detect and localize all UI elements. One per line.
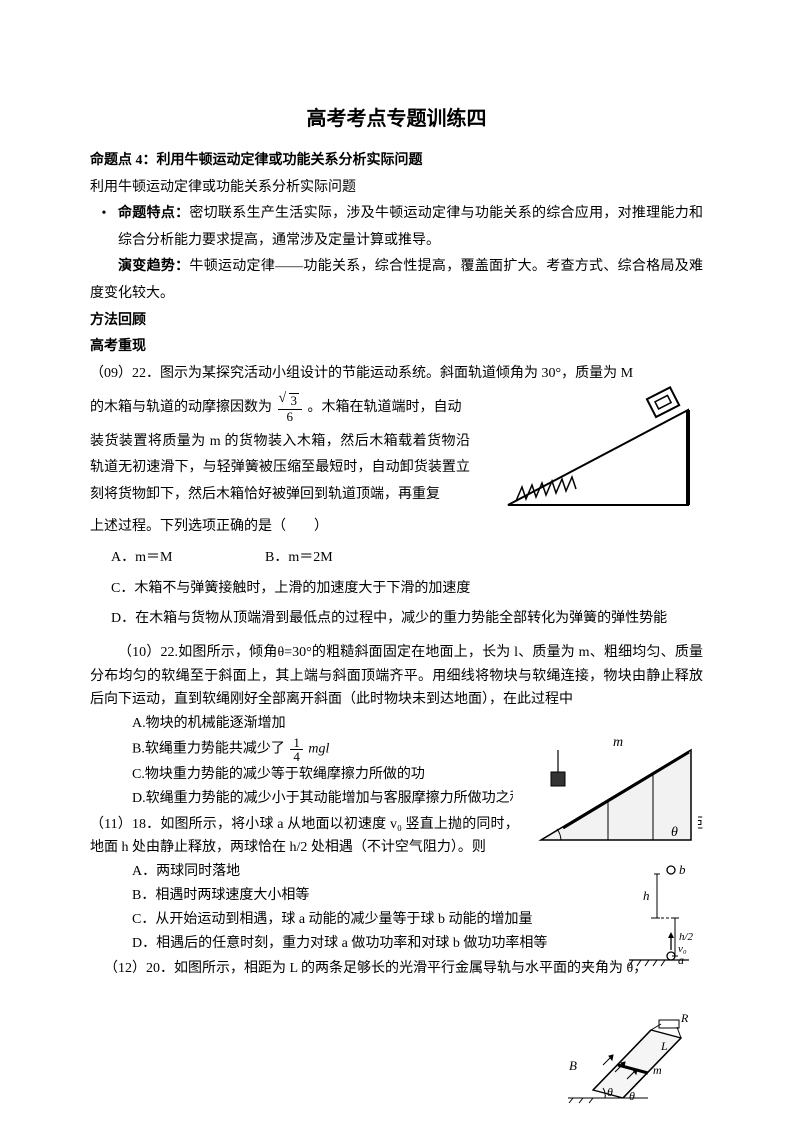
q09-lead-text: 图示为某探究活动小组设计的节能运动系统。斜面轨道倾角为 30°，质量为 M [160,366,633,381]
feature-body: 密切联系生产生活实际，涉及牛顿运动定律与功能关系的综合应用，对推理能力和综合分析… [118,206,703,248]
svg-text:m: m [653,1063,662,1077]
figure-incline-spring [498,375,698,515]
q09-frac-den: 6 [278,410,303,423]
q12-lead-text: 如图所示，相距为 L 的两条足够长的光滑平行金属导轨与水平面的夹角为 θ， [174,961,647,976]
q10-optC: C.物块重力势能的减少等于软绳摩擦力所做的功 [132,763,532,787]
topic-repeat: 利用牛顿运动定律或功能关系分析实际问题 [90,175,703,202]
svg-text:b: b [679,862,686,877]
q11-optC: C．从开始运动到相遇，球 a 动能的减少量等于球 b 动能的增加量 [132,908,632,932]
svg-text:B: B [569,1058,577,1073]
q10-optB-a: B.软绳重力势能共减少了 [132,742,285,757]
svg-text:θ: θ [607,1085,613,1099]
svg-text:m: m [613,735,623,750]
q10-optB-b: mgl [308,742,329,757]
svg-text:h/2: h/2 [679,931,693,943]
page-title: 高考考点专题训练四 [90,100,703,138]
q10-lead: （10）22.如图所示，倾角θ=30°的粗糙斜面固定在地面上，长为 l、质量为 … [90,641,703,712]
q09-p1b: 。木箱在轨道端时，自动 [308,400,462,415]
q10-optB-frac: 1 4 [290,736,303,763]
q11-lead-text: 如图所示，将小球 a 从地面以初速度 v₀ 竖直上抛的同时，将另一相同质量的小球… [90,817,703,856]
q09-optB: B．m＝2M [265,545,333,572]
svg-text:R: R [680,1011,689,1025]
svg-text:h: h [643,888,650,903]
svg-text:v₀: v₀ [678,943,687,955]
q09-p3: 上述过程。下列选项正确的是（ ） [90,514,703,541]
svg-text:θ: θ [629,1089,635,1103]
feature-label: 命题特点： [118,206,189,221]
q09-p2: 装货装置将质量为 m 的货物装入木箱，然后木箱载着货物沿轨道无初速滑下，与轻弹簧… [90,429,470,509]
bullet-dot: • [90,201,118,228]
q09-p1: 的木箱与轨道的动摩擦因数为 3 6 。木箱在轨道端时，自动 [90,393,470,422]
q09-p3a: 上述过程。下列选项正确的是（ [90,519,286,534]
figure-inclined-rails: B R L m θ θ [563,1010,693,1105]
svg-text:L: L [660,1039,668,1053]
q10-optB-num: 1 [290,736,303,750]
trend-label: 演变趋势： [118,259,189,274]
q09-num: （09）22． [90,366,160,381]
trend-row: 演变趋势：牛顿运动定律——功能关系，综合性提高，覆盖面扩大。考查方式、综合格局及… [90,254,703,307]
q11-lead: （11）18．如图所示，将小球 a 从地面以初速度 v₀ 竖直上抛的同时，将另一… [90,813,703,861]
q09-friction-fraction: 3 6 [278,393,303,422]
q09-p1a: 的木箱与轨道的动摩擦因数为 [90,400,272,415]
review-head: 高考重现 [90,334,703,361]
feature-row: • 命题特点：密切联系生产生活实际，涉及牛顿运动定律与功能关系的综合应用，对推理… [90,201,703,254]
q10-optA: A.物块的机械能逐渐增加 [132,712,532,736]
topic-heading: 命题点 4：利用牛顿运动定律或功能关系分析实际问题 [90,148,703,175]
q12-num: （12）20． [104,961,174,976]
q10-num: （10）22. [118,645,178,660]
q11-num: （11）18． [90,817,160,832]
q10-optB-den: 4 [290,750,303,763]
method-head: 方法回顾 [90,308,703,335]
q09-optD: D．在木箱与货物从顶端滑到最低点的过程中，减少的重力势能全部转化为弹簧的弹性势能 [111,606,703,633]
q09-optA: A．m＝M [111,545,265,572]
q10-optB: B.软绳重力势能共减少了 1 4 mgl [132,736,532,763]
q09-frac-num: 3 [289,393,300,408]
q09-optC: C．木箱不与弹簧接触时，上滑的加速度大于下滑的加速度 [111,576,703,603]
q11-optB: B．相遇时两球速度大小相等 [132,884,632,908]
q09-p3b: ） [314,519,328,534]
q09-optAB: A．m＝M B．m＝2M [111,545,703,572]
q11-optD: D．相遇后的任意时刻，重力对球 a 做功功率和对球 b 做功功率相等 [132,932,632,956]
q11-optA: A．两球同时落地 [132,860,632,884]
q10-optD: D.软绳重力势能的减少小于其动能增加与客服摩擦力所做功之和 [132,787,532,811]
q10-lead-text: 如图所示，倾角θ=30°的粗糙斜面固定在地面上，长为 l、质量为 m、粗细均匀、… [90,645,703,708]
q09-lead: （09）22．图示为某探究活动小组设计的节能运动系统。斜面轨道倾角为 30°，质… [90,361,703,388]
q12-lead: （12）20．如图所示，相距为 L 的两条足够长的光滑平行金属导轨与水平面的夹角… [90,957,703,981]
